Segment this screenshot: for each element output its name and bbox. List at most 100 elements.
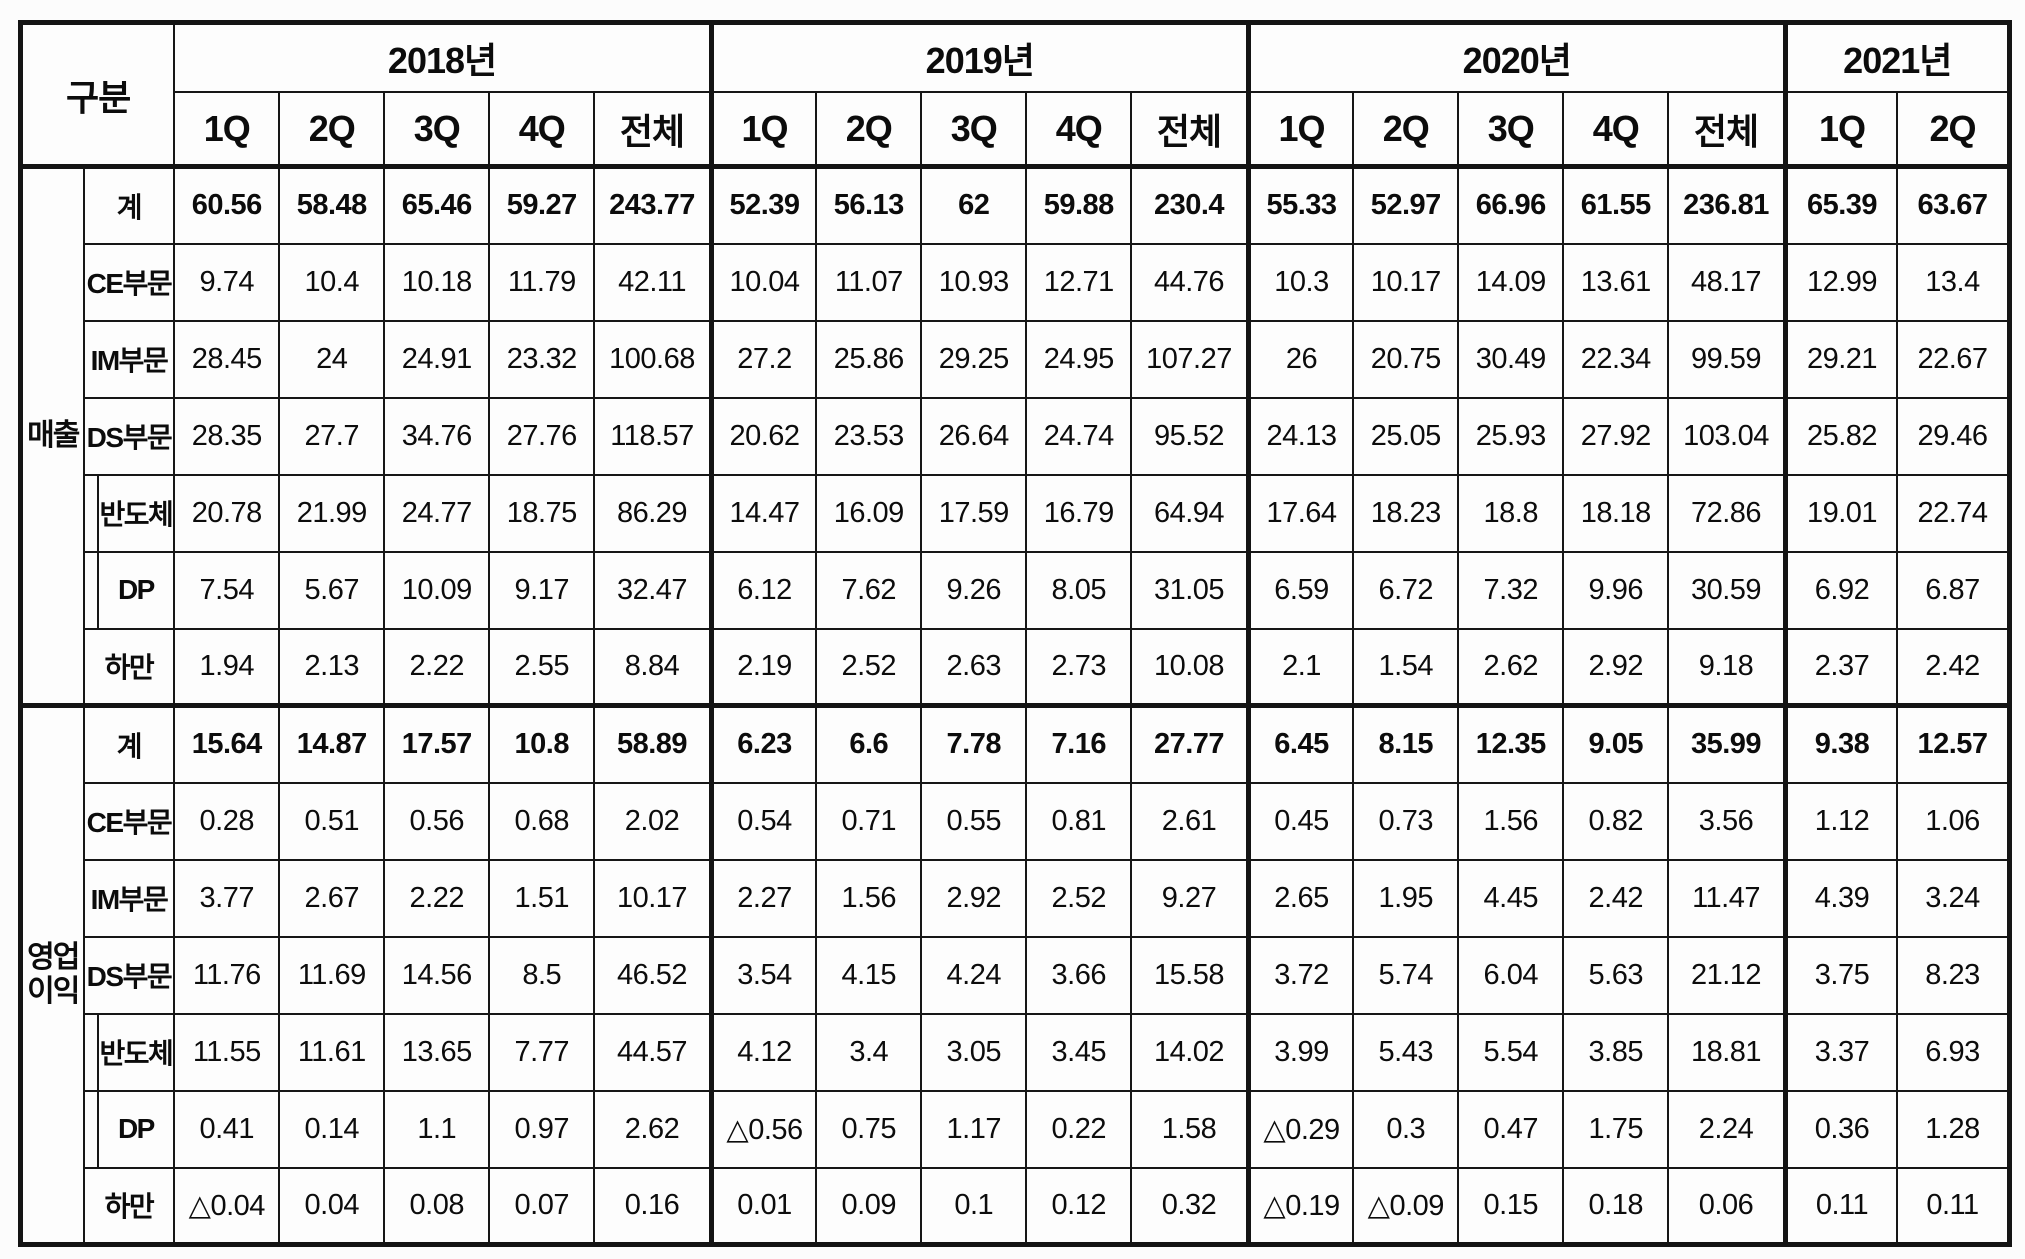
data-cell: 9.05 [1562,703,1670,784]
data-cell: 0.75 [815,1089,923,1169]
data-cell: 1.06 [1896,781,2011,861]
data-cell: 6.59 [1247,550,1355,630]
table-row: DS부문 11.76 11.69 14.56 8.5 46.52 3.54 4.15 4.24 3… [21,935,2011,1015]
data-cell: 0.32 [1130,1166,1251,1246]
data-cell: 0.28 [173,781,281,861]
data-cell: 6.45 [1247,703,1355,784]
data-cell: 103.04 [1667,396,1788,476]
data-cell: 1.12 [1784,781,1899,861]
data-cell: 8.23 [1896,935,2011,1015]
data-cell: 55.33 [1247,165,1355,245]
col-header: 전체 [593,91,714,169]
data-cell: △0.19 [1247,1166,1355,1246]
data-cell: 24 [278,319,386,399]
data-cell: 24.13 [1247,396,1355,476]
data-cell: 3.75 [1784,935,1899,1015]
data-cell: 2.37 [1784,627,1899,707]
data-cell: △0.29 [1247,1089,1355,1169]
data-cell: 6.12 [710,550,818,630]
data-cell: 27.7 [278,396,386,476]
data-cell: 15.58 [1130,935,1251,1015]
col-header: 1Q [173,91,281,169]
data-cell: 11.55 [173,1012,281,1092]
data-cell: 6.23 [710,703,818,784]
data-cell: 3.37 [1784,1012,1899,1092]
data-cell: 10.09 [383,550,491,630]
data-cell: 9.38 [1784,703,1899,784]
data-cell: 95.52 [1130,396,1251,476]
data-cell: 24.91 [383,319,491,399]
data-cell: 86.29 [593,473,714,553]
data-cell: 11.76 [173,935,281,1015]
data-cell: 11.69 [278,935,386,1015]
data-cell: 65.46 [383,165,491,245]
data-cell: 18.81 [1667,1012,1788,1092]
table-row: 영업이익 계 15.64 14.87 17.57 10.8 58.89 6.23 6.6 7.78… [19,703,2011,1246]
row-label: IM부문 [82,319,176,399]
data-cell: 10.3 [1247,242,1355,322]
data-cell: 0.18 [1562,1166,1670,1246]
year-header-2021: 2021년 [1784,21,2011,93]
data-cell: 9.18 [1667,627,1788,707]
data-cell: 6.87 [1896,550,2011,630]
data-cell: 2.02 [593,781,714,861]
financial-table: 구분 2018년 2019년 2020년 2021년 1Q 2Q 3Q 4Q 전… [18,20,2012,1247]
data-cell: 2.19 [710,627,818,707]
row-label: 하만 [82,627,176,707]
data-cell: 8.5 [488,935,596,1015]
year-header-2018: 2018년 [173,21,714,93]
data-cell: 18.18 [1562,473,1670,553]
data-cell: 14.87 [278,703,386,784]
data-cell: 12.57 [1896,703,2011,784]
data-cell: 2.73 [1025,627,1133,707]
data-cell: 0.97 [488,1089,596,1169]
col-header: 2Q [1352,91,1460,169]
data-cell: 10.4 [278,242,386,322]
data-cell: 14.09 [1457,242,1565,322]
row-label: 하만 [82,1166,176,1246]
data-cell: 4.24 [920,935,1028,1015]
data-cell: 52.39 [710,165,818,245]
section-label: 매출 [19,165,85,707]
data-cell: 6.6 [815,703,923,784]
data-cell: 27.77 [1130,703,1251,784]
table-row: DP 0.41 0.14 1.1 0.97 2.62 △0.56 0.75 1.17 0.22 1.… [21,1089,2011,1169]
row-label: 반도체 [96,1012,176,1092]
data-cell: 27.2 [710,319,818,399]
data-cell: 61.55 [1562,165,1670,245]
data-cell: 0.22 [1025,1089,1133,1169]
data-cell: 24.95 [1025,319,1133,399]
data-cell: 2.13 [278,627,386,707]
data-cell: 2.1 [1247,627,1355,707]
data-cell: 5.74 [1352,935,1460,1015]
data-cell: 5.67 [278,550,386,630]
data-cell: 0.51 [278,781,386,861]
data-cell: 18.75 [488,473,596,553]
data-cell: 21.12 [1667,935,1788,1015]
data-cell: 58.89 [593,703,714,784]
data-cell: 21.99 [278,473,386,553]
data-cell: 23.32 [488,319,596,399]
data-cell: 3.85 [1562,1012,1670,1092]
table-row: DP 7.54 5.67 10.09 9.17 32.47 6.12 7.62 9.26 8.05… [21,550,2011,630]
data-cell: 2.52 [815,627,923,707]
indent-spacer [82,550,99,630]
data-cell: 8.84 [593,627,714,707]
data-cell: 2.92 [1562,627,1670,707]
data-cell: 10.8 [488,703,596,784]
data-cell: 3.24 [1896,858,2011,938]
data-cell: 1.75 [1562,1089,1670,1169]
data-cell: 0.11 [1896,1166,2011,1246]
col-header: 4Q [1562,91,1670,169]
data-cell: 9.26 [920,550,1028,630]
data-cell: 7.77 [488,1012,596,1092]
data-cell: 1.56 [1457,781,1565,861]
data-cell: 4.45 [1457,858,1565,938]
section-label: 영업이익 [19,703,85,1246]
col-header: 3Q [383,91,491,169]
data-cell: 0.41 [173,1089,281,1169]
data-cell: 23.53 [815,396,923,476]
data-cell: 0.3 [1352,1089,1460,1169]
data-cell: 2.42 [1562,858,1670,938]
indent-spacer [82,473,99,553]
